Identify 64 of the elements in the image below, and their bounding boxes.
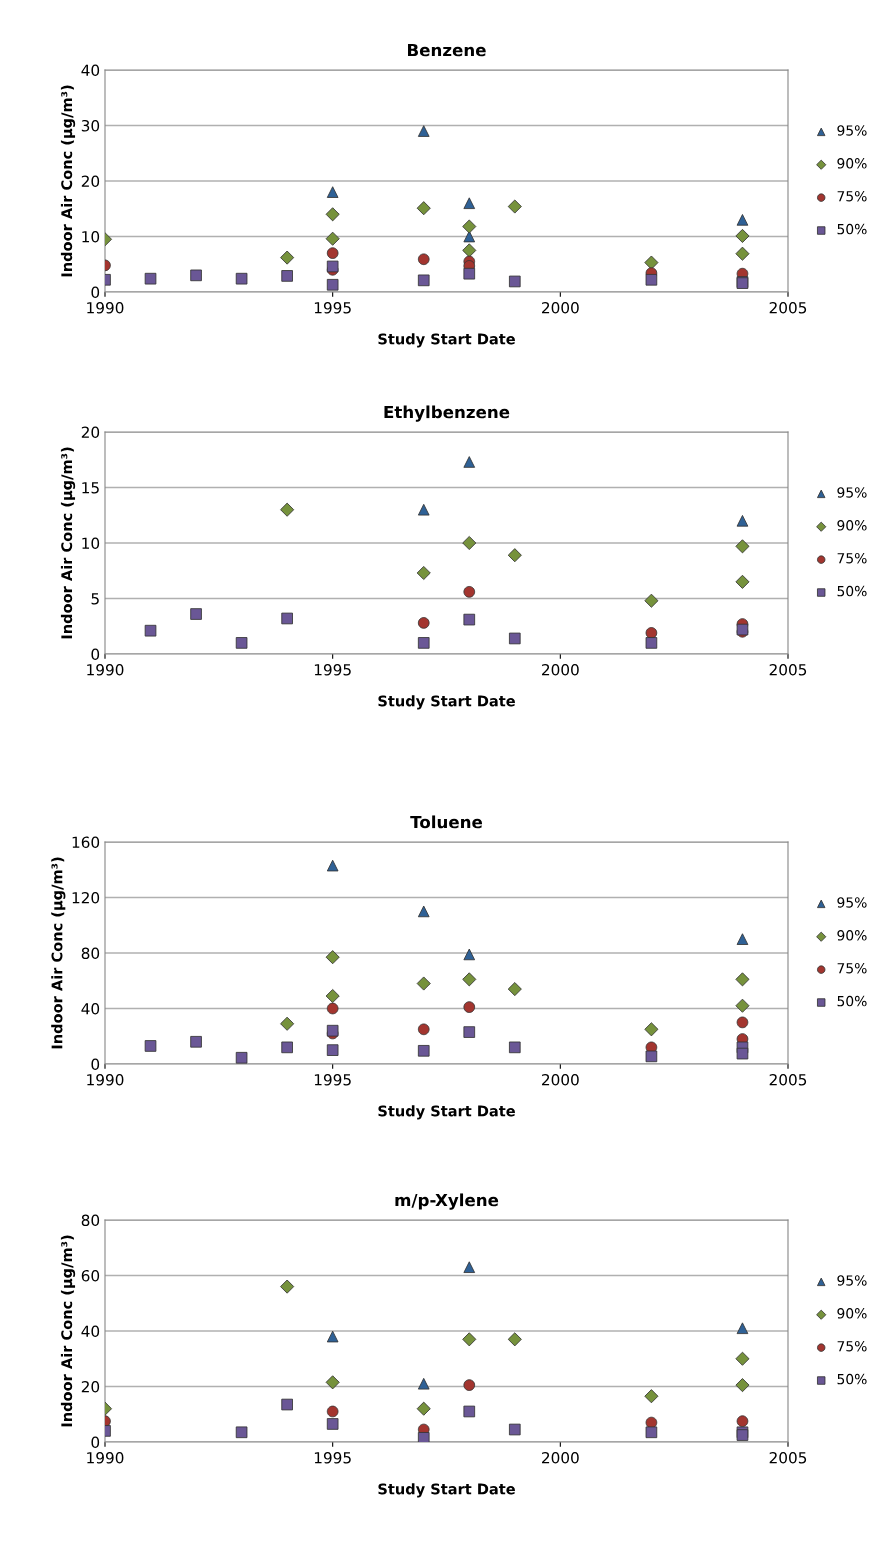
y-tick-label: 0	[91, 1436, 100, 1449]
x-axis-title: Study Start Date	[378, 695, 515, 710]
x-axis-title: Study Start Date	[378, 1483, 515, 1498]
y-tick-label: 15	[82, 482, 99, 494]
y-tick-label: 120	[72, 891, 100, 904]
y-tick-label: 20	[81, 1380, 100, 1393]
y-tick-label: 160	[72, 836, 100, 849]
x-tick-label: 1995	[314, 663, 351, 676]
chart-title: m/p-Xylene	[395, 1193, 499, 1210]
y-axis-title: Indoor Air Conc (µg/m³)	[60, 447, 76, 639]
y-tick-label: 40	[81, 64, 100, 77]
x-tick-label: 2000	[542, 1073, 579, 1086]
chart-title: Toluene	[410, 815, 483, 829]
y-tick-label: 0	[91, 286, 100, 299]
legend-label: 50%	[837, 585, 867, 597]
y-tick-label: 20	[81, 426, 100, 439]
y-tick-label: 40	[81, 1002, 100, 1015]
x-tick-label: 2005	[769, 1073, 807, 1086]
x-tick-label: 1990	[87, 1073, 124, 1086]
legend-label: 75%	[837, 962, 867, 974]
legend-label: 95%	[837, 125, 867, 136]
y-tick-label: 80	[81, 947, 100, 960]
y-tick-label: 10	[82, 537, 100, 550]
y-tick-label: 80	[81, 1214, 100, 1227]
x-tick-label: 2000	[542, 1451, 579, 1464]
legend-label: 95%	[837, 897, 867, 908]
legend-label: 90%	[837, 158, 867, 169]
legend-label: 50%	[837, 995, 867, 1007]
legend-label: 75%	[837, 1340, 867, 1352]
legend-label: 90%	[837, 520, 867, 531]
legend-label: 95%	[837, 1275, 867, 1286]
x-tick-label: 2000	[542, 301, 579, 314]
y-axis-title: Indoor Air Conc (µg/m³)	[60, 85, 76, 277]
legend-label: 50%	[837, 1373, 867, 1385]
y-axis-title: Indoor Air Conc (µg/m³)	[60, 1235, 76, 1427]
legend-label: 50%	[837, 223, 867, 235]
y-tick-label: 0	[91, 648, 100, 661]
x-axis-title: Study Start Date	[378, 333, 515, 348]
x-tick-label: 1990	[87, 1451, 124, 1464]
y-tick-label: 5	[91, 593, 99, 605]
x-tick-label: 2005	[769, 1451, 807, 1464]
chart-title: Benzene	[408, 43, 486, 57]
x-tick-label: 1990	[87, 663, 124, 676]
x-tick-label: 2005	[769, 301, 807, 314]
y-axis-title: Indoor Air Conc (µg/m³)	[51, 857, 66, 1049]
legend-label: 75%	[837, 552, 867, 564]
legend-label: 75%	[837, 190, 867, 202]
x-tick-label: 1995	[314, 1073, 351, 1086]
legend-label: 90%	[837, 1308, 867, 1319]
x-axis-title: Study Start Date	[378, 1105, 515, 1120]
x-tick-label: 1995	[314, 1451, 351, 1464]
y-tick-label: 30	[81, 119, 100, 132]
x-tick-label: 2005	[769, 663, 807, 676]
legend-label: 95%	[837, 487, 867, 498]
y-tick-label: 60	[81, 1269, 100, 1282]
legend-label: 90%	[837, 930, 867, 941]
y-tick-label: 40	[81, 1325, 100, 1338]
y-tick-label: 10	[82, 230, 100, 243]
chart-title: Ethylbenzene	[384, 405, 510, 422]
y-tick-label: 0	[91, 1058, 100, 1071]
x-tick-label: 1990	[87, 301, 124, 314]
x-tick-label: 1995	[314, 301, 351, 314]
x-tick-label: 2000	[542, 663, 579, 676]
y-tick-label: 20	[81, 175, 100, 188]
